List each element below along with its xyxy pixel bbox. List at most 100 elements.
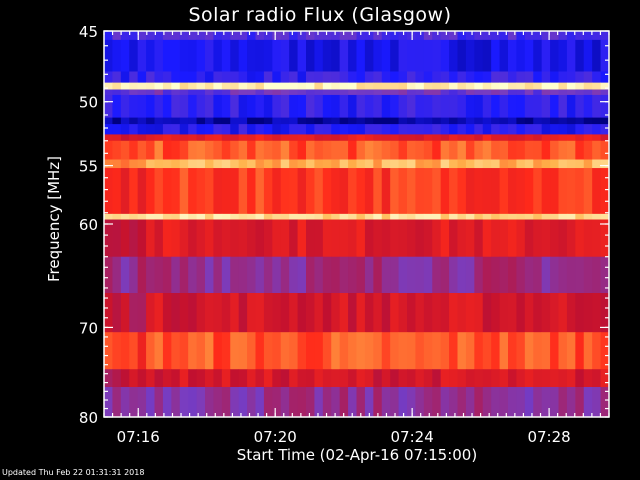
heatmap-cell [322, 256, 332, 294]
heatmap-cell [205, 39, 214, 72]
heatmap-cell [297, 386, 307, 418]
heatmap-cell [541, 82, 551, 90]
heatmap-cell [533, 256, 543, 294]
heatmap-cell [238, 213, 248, 220]
band-9 [104, 140, 610, 160]
heatmap-cell [339, 386, 349, 418]
heatmap-cell [381, 256, 391, 294]
heatmap-cell [339, 94, 349, 118]
heatmap-cell [331, 140, 341, 160]
heatmap-cell [213, 71, 223, 84]
heatmap-cell [457, 256, 467, 294]
heatmap-cell [516, 256, 526, 294]
heatmap-cell [583, 71, 593, 84]
heatmap-cell [457, 134, 467, 142]
heatmap-cell [255, 213, 265, 220]
heatmap-cell [120, 159, 130, 169]
heatmap-cell [600, 168, 610, 215]
heatmap-cell [280, 159, 290, 169]
heatmap-cell [322, 71, 332, 84]
heatmap-cell [407, 124, 416, 135]
heatmap-cell [272, 124, 282, 135]
heatmap-cell [566, 140, 576, 160]
heatmap-cell [558, 293, 568, 333]
heatmap-cell [600, 219, 610, 258]
heatmap-cell [575, 332, 585, 370]
heatmap-cell [575, 219, 585, 258]
heatmap-cell [440, 124, 450, 135]
heatmap-cell [188, 168, 197, 215]
heatmap-cell [331, 159, 341, 169]
heatmap-cell [583, 369, 593, 388]
heatmap-cell [474, 39, 484, 72]
heatmap-cell [213, 94, 223, 118]
heatmap-cell [558, 39, 568, 72]
heatmap-cell [272, 31, 282, 41]
heatmap-cell [356, 213, 366, 220]
heatmap-cell [272, 386, 282, 418]
heatmap-cell [154, 124, 164, 135]
heatmap-cell [137, 134, 147, 142]
heatmap-cell [407, 71, 416, 84]
heatmap-cell [196, 94, 206, 118]
heatmap-cell [339, 39, 349, 72]
heatmap-cell [398, 386, 408, 418]
heatmap-cell [289, 39, 298, 72]
heatmap-cell [331, 134, 341, 142]
heatmap-cell [474, 89, 484, 96]
heatmap-cell [171, 31, 181, 41]
heatmap-cell [314, 256, 324, 294]
heatmap-cell [213, 31, 223, 41]
x-axis-label: Start Time (02-Apr-16 07:15:00) [236, 446, 478, 464]
heatmap-cell [314, 332, 324, 370]
heatmap-cell [592, 293, 601, 333]
heatmap-cell [432, 332, 442, 370]
heatmap-cell [120, 213, 130, 220]
heatmap-cell [348, 82, 357, 90]
heatmap-cell [272, 168, 282, 215]
heatmap-cell [398, 31, 408, 41]
heatmap-cell [306, 31, 315, 41]
heatmap-cell [306, 82, 315, 90]
heatmap-cell [356, 159, 366, 169]
heatmap-cell [491, 82, 500, 90]
heatmap-cell [381, 386, 391, 418]
heatmap-cell [415, 89, 425, 96]
heatmap-cell [129, 213, 139, 220]
heatmap-cell [205, 332, 214, 370]
heatmap-cell [263, 332, 273, 370]
heatmap-cell [440, 117, 450, 125]
heatmap-cell [592, 256, 601, 294]
heatmap-cell [331, 117, 341, 125]
heatmap-cell [364, 117, 374, 125]
heatmap-cell [381, 39, 391, 72]
heatmap-cell [491, 213, 500, 220]
heatmap-cell [407, 117, 416, 125]
heatmap-cell [255, 332, 265, 370]
heatmap-cell [440, 89, 450, 96]
heatmap-cell [188, 71, 197, 84]
heatmap-cell [415, 134, 425, 142]
heatmap-cell [457, 71, 467, 84]
heatmap-cell [247, 124, 256, 135]
heatmap-cell [154, 219, 164, 258]
heatmap-cell [179, 82, 189, 90]
heatmap-cell [550, 124, 559, 135]
heatmap-cell [524, 134, 534, 142]
heatmap-cell [474, 124, 484, 135]
heatmap-cell [196, 168, 206, 215]
heatmap-cell [592, 117, 601, 125]
heatmap-cell [306, 159, 315, 169]
heatmap-cell [356, 168, 366, 215]
heatmap-cell [213, 168, 223, 215]
heatmap-cell [356, 293, 366, 333]
band-0 [104, 31, 610, 41]
band-4 [104, 89, 610, 96]
heatmap-cell [524, 168, 534, 215]
heatmap-cell [289, 94, 298, 118]
heatmap-cell [541, 168, 551, 215]
heatmap-cell [331, 219, 341, 258]
heatmap-cell [238, 82, 248, 90]
heatmap-cell [465, 89, 475, 96]
heatmap-cell [238, 369, 248, 388]
